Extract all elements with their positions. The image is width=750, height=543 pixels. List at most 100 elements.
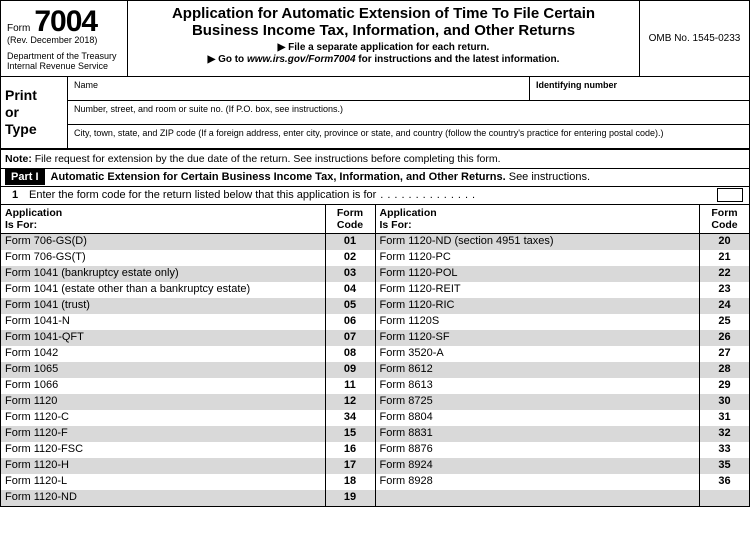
table-cell-code: 36 xyxy=(699,474,749,490)
table-header-right: ApplicationIs For: FormCode xyxy=(376,205,750,234)
table-cell-code: 24 xyxy=(699,298,749,314)
table-row: Form 1120-ND (section 4951 taxes)20 xyxy=(376,234,750,250)
identifying-number-field[interactable]: Identifying number xyxy=(529,77,749,100)
omb-number: OMB No. 1545-0233 xyxy=(649,33,741,44)
subtitle-2: ▶ Go to www.irs.gov/Form7004 for instruc… xyxy=(134,54,633,65)
part-tail: See instructions. xyxy=(506,171,590,183)
table-row: Form 1120-F15 xyxy=(1,426,375,442)
table-row: Form 1041-N06 xyxy=(1,314,375,330)
part-badge: Part I xyxy=(5,169,45,185)
table-row xyxy=(376,490,750,506)
table-row: Form 892435 xyxy=(376,458,750,474)
table-cell-application: Form 8612 xyxy=(376,362,700,378)
table-header-left: ApplicationIs For: FormCode xyxy=(1,205,375,234)
table-cell-application: Form 1120-FSC xyxy=(1,442,325,458)
table-cell-code: 03 xyxy=(325,266,375,282)
table-cell-code: 30 xyxy=(699,394,749,410)
table-cell-application: Form 1120-ND (section 4951 taxes) xyxy=(376,234,700,250)
table-cell-code: 20 xyxy=(699,234,749,250)
table-row: Form 1120-POL22 xyxy=(376,266,750,282)
subtitle-1-text: File a separate application for each ret… xyxy=(288,42,489,53)
table-cell-application: Form 1041-N xyxy=(1,314,325,330)
header-center: Application for Automatic Extension of T… xyxy=(128,1,639,76)
table-cell-application: Form 1120-ND xyxy=(1,490,325,506)
title-line1: Application for Automatic Extension of T… xyxy=(134,5,633,22)
table-cell-application: Form 1041-QFT xyxy=(1,330,325,346)
table-cell-application: Form 706-GS(D) xyxy=(1,234,325,250)
table-cell-code: 22 xyxy=(699,266,749,282)
table-cell-application xyxy=(376,490,700,506)
table-row: Form 1120-RIC24 xyxy=(376,298,750,314)
table-cell-application: Form 1065 xyxy=(1,362,325,378)
table-row: Form 887633 xyxy=(376,442,750,458)
table-cell-code: 06 xyxy=(325,314,375,330)
sub2-prefix: Go to xyxy=(218,54,247,65)
table-cell-application: Form 8613 xyxy=(376,378,700,394)
table-row: Form 1120-L18 xyxy=(1,474,375,490)
table-row: Form 104208 xyxy=(1,346,375,362)
table-cell-application: Form 1041 (bankruptcy estate only) xyxy=(1,266,325,282)
table-row: Form 1120-PC21 xyxy=(376,250,750,266)
table-cell-code: 09 xyxy=(325,362,375,378)
table-cell-application: Form 1120-L xyxy=(1,474,325,490)
th-app-l1-r: Application xyxy=(380,207,437,219)
address-line1-field[interactable]: Number, street, and room or suite no. (I… xyxy=(68,101,749,125)
table-cell-application: Form 1120S xyxy=(376,314,700,330)
table-cell-code: 11 xyxy=(325,378,375,394)
table-cell-application: Form 3520-A xyxy=(376,346,700,362)
table-cell-code: 19 xyxy=(325,490,375,506)
table-cell-code: 33 xyxy=(699,442,749,458)
table-cell-code: 08 xyxy=(325,346,375,362)
form-revision: (Rev. December 2018) xyxy=(7,35,121,45)
table-cell-code: 15 xyxy=(325,426,375,442)
table-cell-application: Form 8725 xyxy=(376,394,700,410)
table-row: Form 892836 xyxy=(376,474,750,490)
table-row: Form 1041-QFT07 xyxy=(1,330,375,346)
table-cell-application: Form 8831 xyxy=(376,426,700,442)
table-cell-code xyxy=(699,490,749,506)
table-cell-code: 01 xyxy=(325,234,375,250)
note-line: Note: File request for extension by the … xyxy=(1,150,749,169)
th-code-l1-r: Form xyxy=(711,207,737,219)
table-cell-code: 34 xyxy=(325,410,375,426)
note-label: Note: xyxy=(5,153,32,165)
form-code-table: ApplicationIs For: FormCode Form 706-GS(… xyxy=(1,205,749,506)
header: Form 7004 (Rev. December 2018) Departmen… xyxy=(1,1,749,77)
table-cell-code: 18 xyxy=(325,474,375,490)
table-row: Form 1120S25 xyxy=(376,314,750,330)
table-right-column: ApplicationIs For: FormCode Form 1120-ND… xyxy=(376,205,750,506)
header-right: OMB No. 1545-0233 xyxy=(639,1,749,76)
line-1-dots: .............. xyxy=(380,189,713,201)
table-cell-application: Form 1041 (estate other than a bankruptc… xyxy=(1,282,325,298)
address-line2-field[interactable]: City, town, state, and ZIP code (If a fo… xyxy=(68,125,749,148)
table-row: Form 1041 (estate other than a bankruptc… xyxy=(1,282,375,298)
table-cell-code: 31 xyxy=(699,410,749,426)
table-cell-code: 25 xyxy=(699,314,749,330)
title-line2: Business Income Tax, Information, and Ot… xyxy=(134,22,633,39)
form-number: 7004 xyxy=(34,5,97,39)
subtitle-1: ▶ File a separate application for each r… xyxy=(134,42,633,53)
table-cell-code: 29 xyxy=(699,378,749,394)
th-code-l2: Code xyxy=(337,219,363,231)
table-row: Form 1120-H17 xyxy=(1,458,375,474)
table-row: Form 1120-C34 xyxy=(1,410,375,426)
th-code-l1: Form xyxy=(337,207,363,219)
sub2-url: www.irs.gov/Form7004 xyxy=(247,54,356,65)
table-row: Form 861329 xyxy=(376,378,750,394)
line-1: 1 Enter the form code for the return lis… xyxy=(1,187,749,205)
table-cell-application: Form 1120-RIC xyxy=(376,298,700,314)
table-cell-application: Form 1120-F xyxy=(1,426,325,442)
table-cell-code: 07 xyxy=(325,330,375,346)
table-cell-application: Form 8804 xyxy=(376,410,700,426)
line-1-text: Enter the form code for the return liste… xyxy=(29,189,376,201)
table-cell-code: 35 xyxy=(699,458,749,474)
table-cell-application: Form 1120-POL xyxy=(376,266,700,282)
part-bold: Automatic Extension for Certain Business… xyxy=(51,171,506,183)
table-cell-code: 28 xyxy=(699,362,749,378)
table-cell-code: 26 xyxy=(699,330,749,346)
form-code-input[interactable] xyxy=(717,188,743,202)
table-cell-application: Form 1120 xyxy=(1,394,325,410)
name-field[interactable]: Name xyxy=(68,77,529,100)
table-cell-code: 04 xyxy=(325,282,375,298)
line-1-number: 1 xyxy=(1,189,29,201)
